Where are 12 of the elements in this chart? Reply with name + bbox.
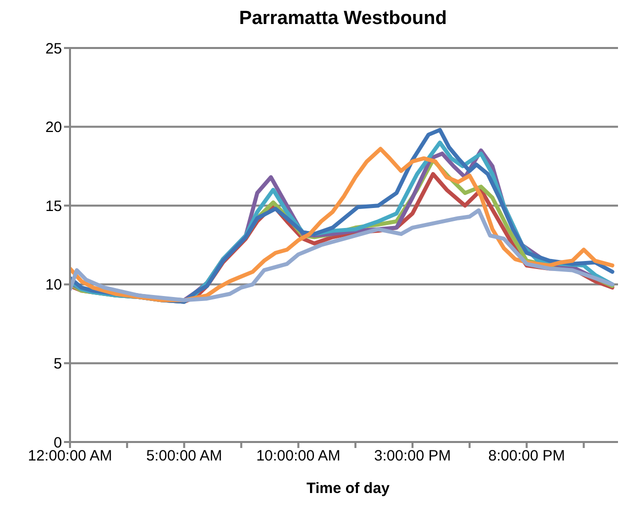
chart-title: Parramatta Westbound [238,8,448,30]
x-axis-title: Time of day [305,480,391,497]
x-tick-label: 3:00:00 PM [374,448,451,465]
x-tick-label: 8:00:00 PM [488,448,566,465]
y-tick-label: 25 [45,40,62,58]
line-series [70,208,614,302]
x-tick-label: 5:00:00 AM [146,448,222,465]
x-tick-label: 10:00:00 AM [256,448,340,465]
y-tick-label: 20 [45,119,62,136]
y-tick-label: 5 [54,356,62,373]
y-tick-label: 15 [45,198,62,215]
y-tick-label: 10 [45,276,62,294]
